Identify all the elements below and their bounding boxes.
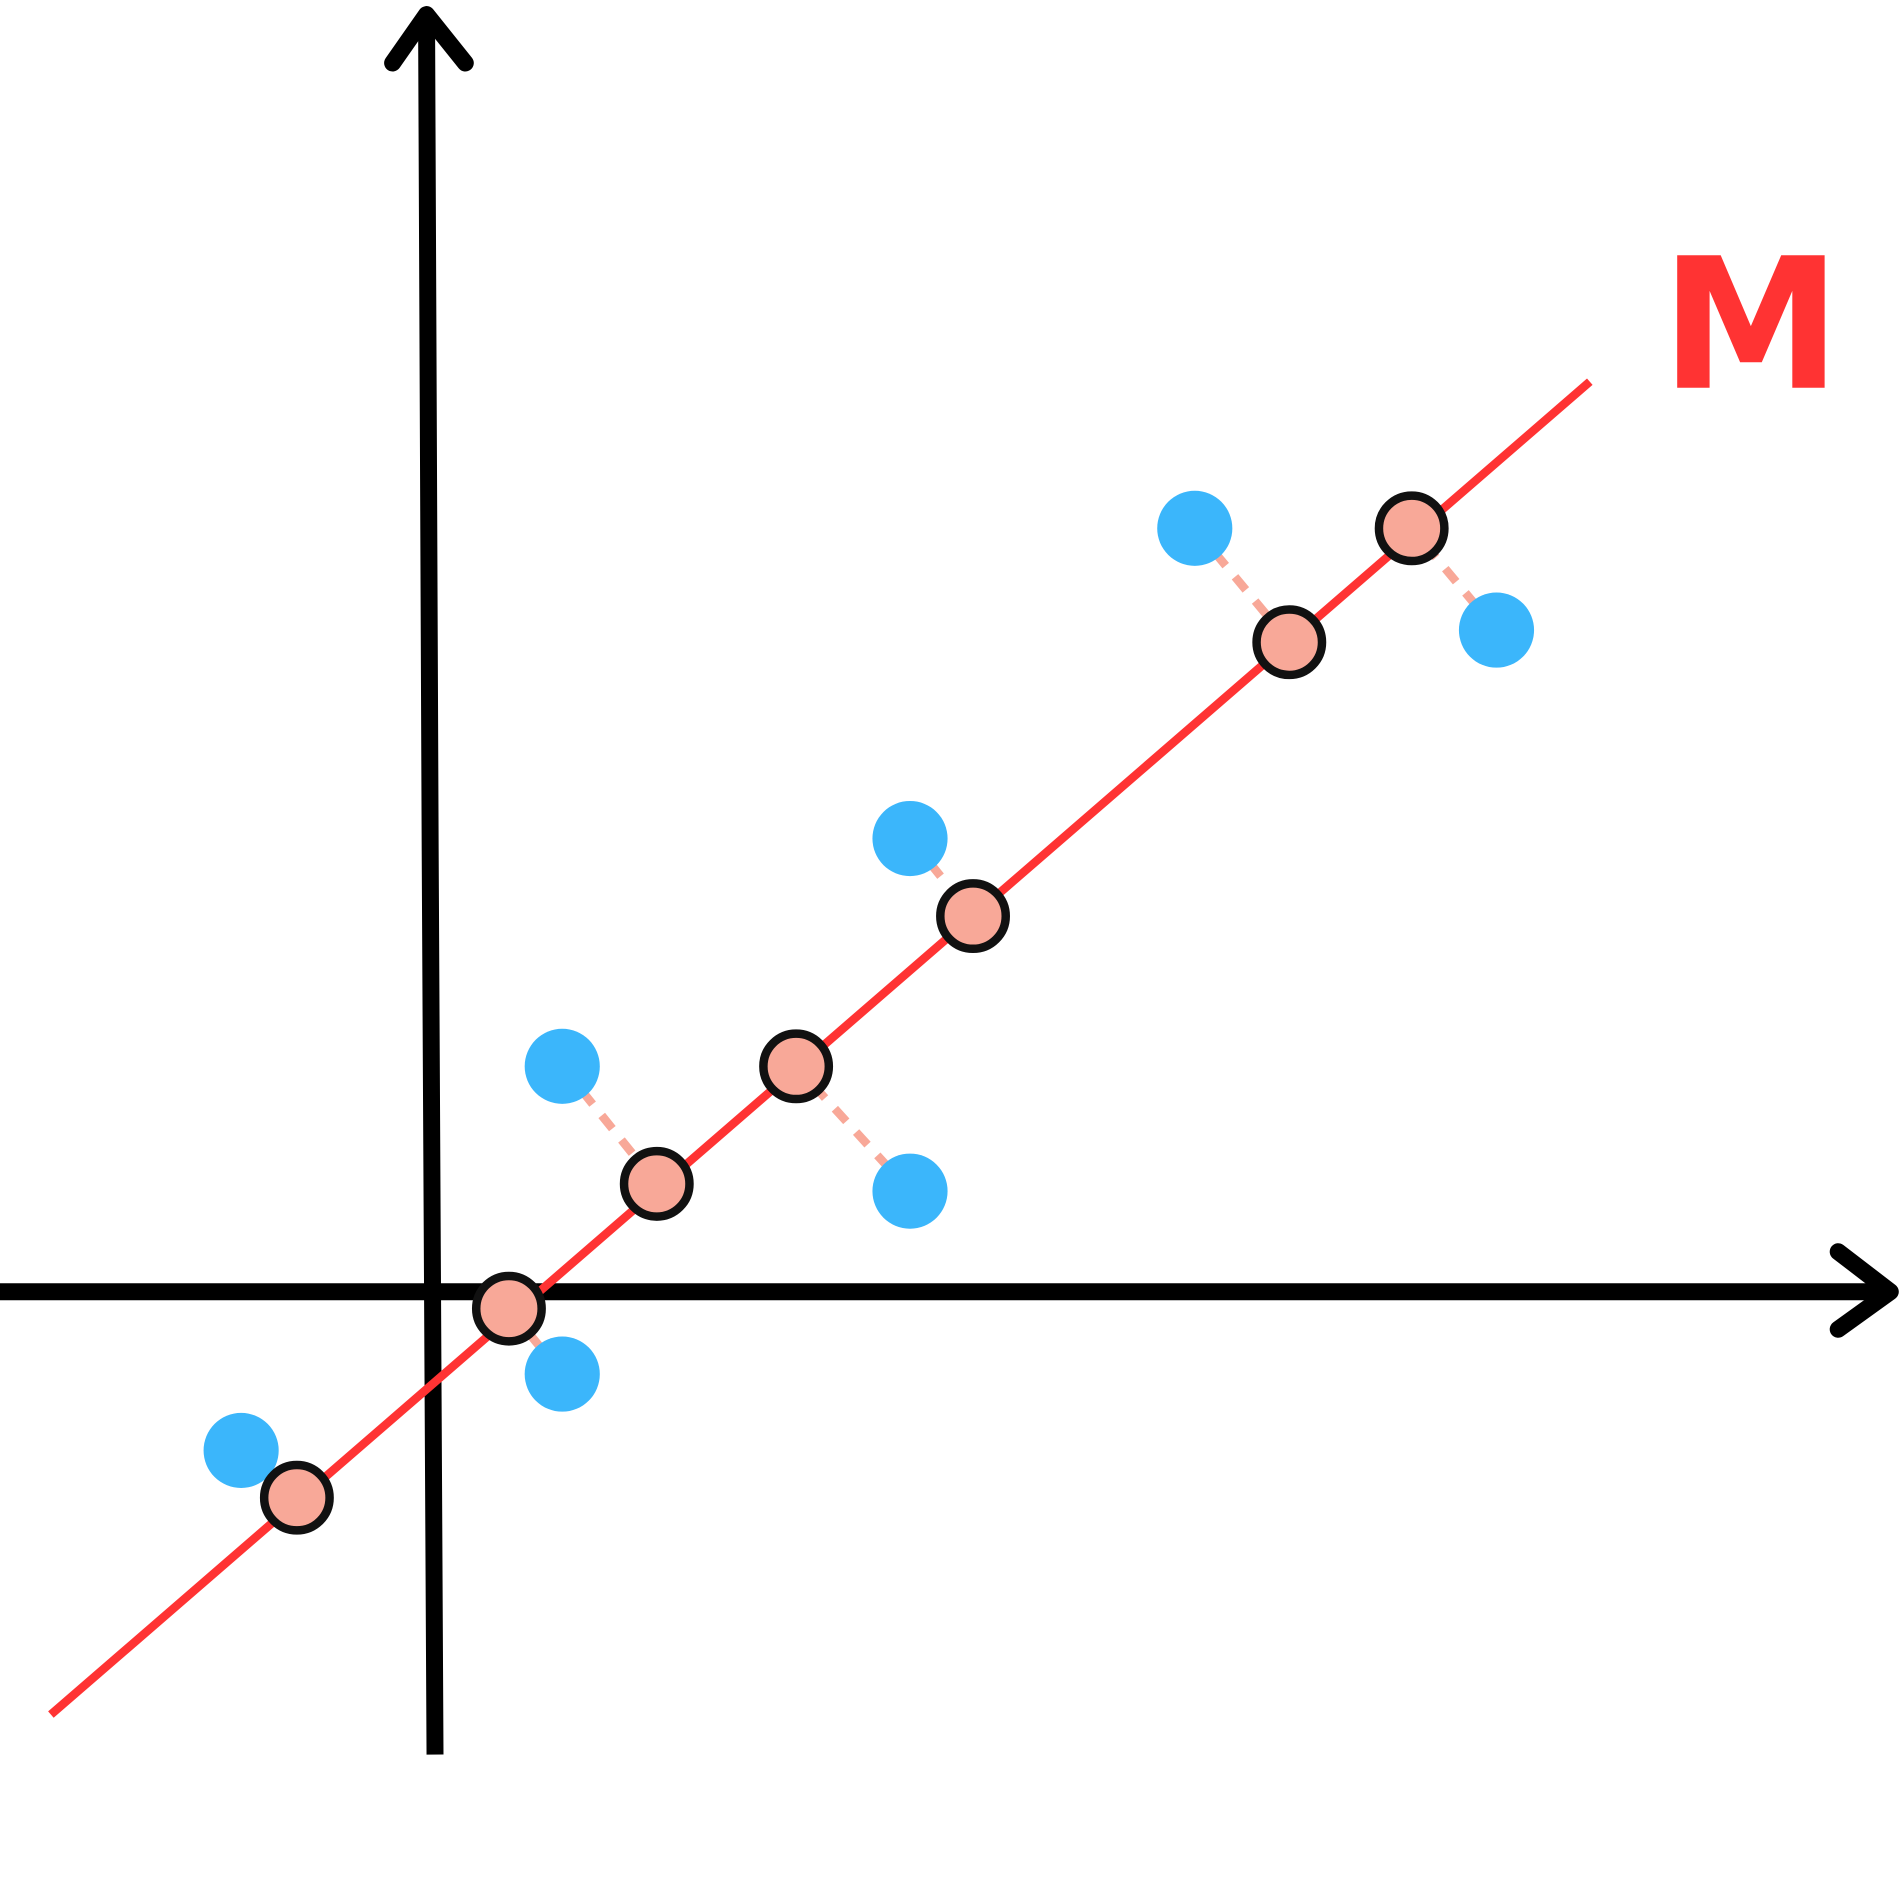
data-point — [872, 1153, 948, 1229]
data-point — [203, 1412, 279, 1489]
projected-point — [936, 879, 1010, 954]
data-point — [524, 1336, 600, 1412]
data-point — [872, 800, 948, 877]
axes — [0, 6, 1899, 1755]
projected-point — [759, 1029, 834, 1104]
data-points — [203, 490, 1535, 1489]
projected-point — [471, 1271, 546, 1346]
projected-point — [619, 1146, 694, 1221]
data-point — [524, 1028, 600, 1104]
y-axis — [418, 12, 444, 1755]
line-label: M — [1661, 219, 1842, 431]
x-arrow — [1829, 1243, 1899, 1338]
data-point — [1157, 490, 1233, 566]
projected-point — [1374, 491, 1449, 566]
projection-line — [1191, 525, 1293, 645]
projected-point — [259, 1460, 334, 1535]
y-arrow — [384, 6, 474, 72]
projected-point — [1252, 605, 1327, 680]
data-point — [1458, 592, 1535, 668]
projected-points — [259, 491, 1449, 1535]
projection-line — [558, 1063, 661, 1187]
